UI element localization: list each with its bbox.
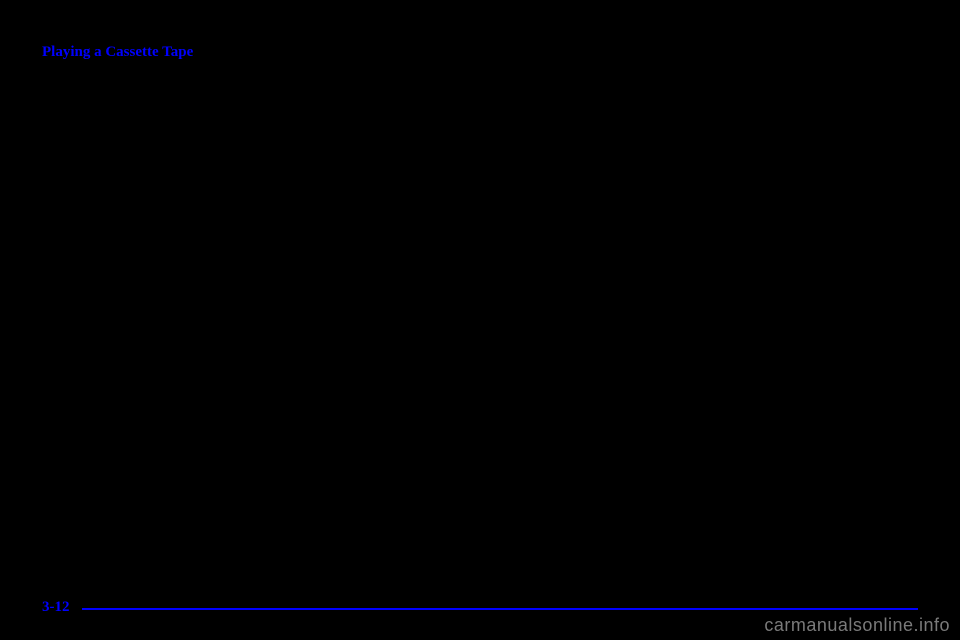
footer-divider [82, 608, 918, 610]
page-number: 3-12 [42, 599, 70, 616]
watermark-text: carmanualsonline.info [764, 615, 950, 636]
section-heading: Playing a Cassette Tape [42, 44, 193, 61]
